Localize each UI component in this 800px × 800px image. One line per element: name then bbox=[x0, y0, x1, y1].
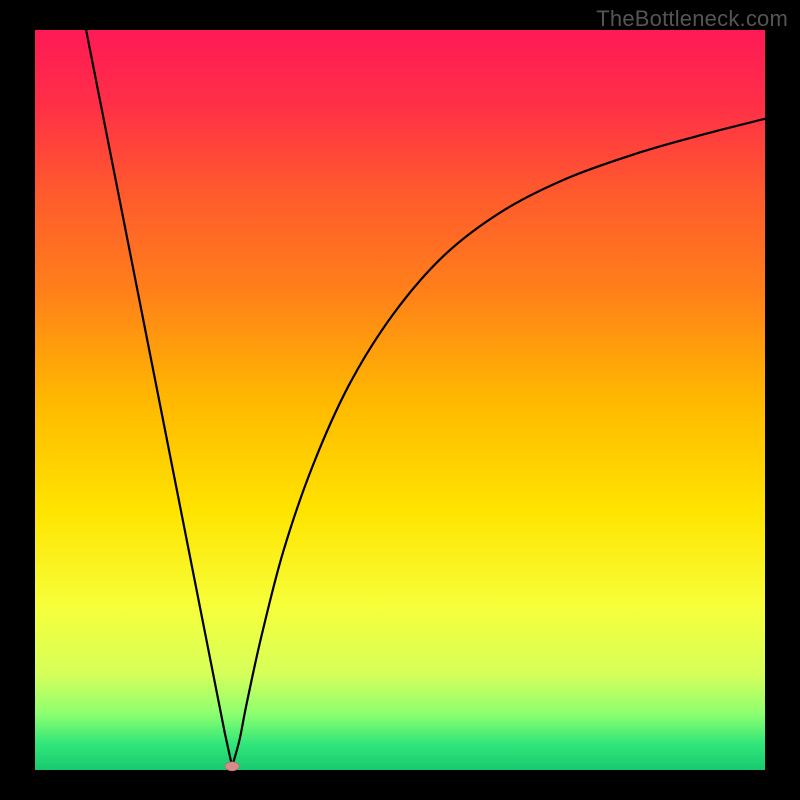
bottleneck-curve-chart bbox=[0, 0, 800, 800]
minimum-marker bbox=[225, 762, 239, 771]
chart-stage: TheBottleneck.com bbox=[0, 0, 800, 800]
watermark-text: TheBottleneck.com bbox=[596, 6, 788, 32]
plot-background bbox=[35, 30, 765, 770]
